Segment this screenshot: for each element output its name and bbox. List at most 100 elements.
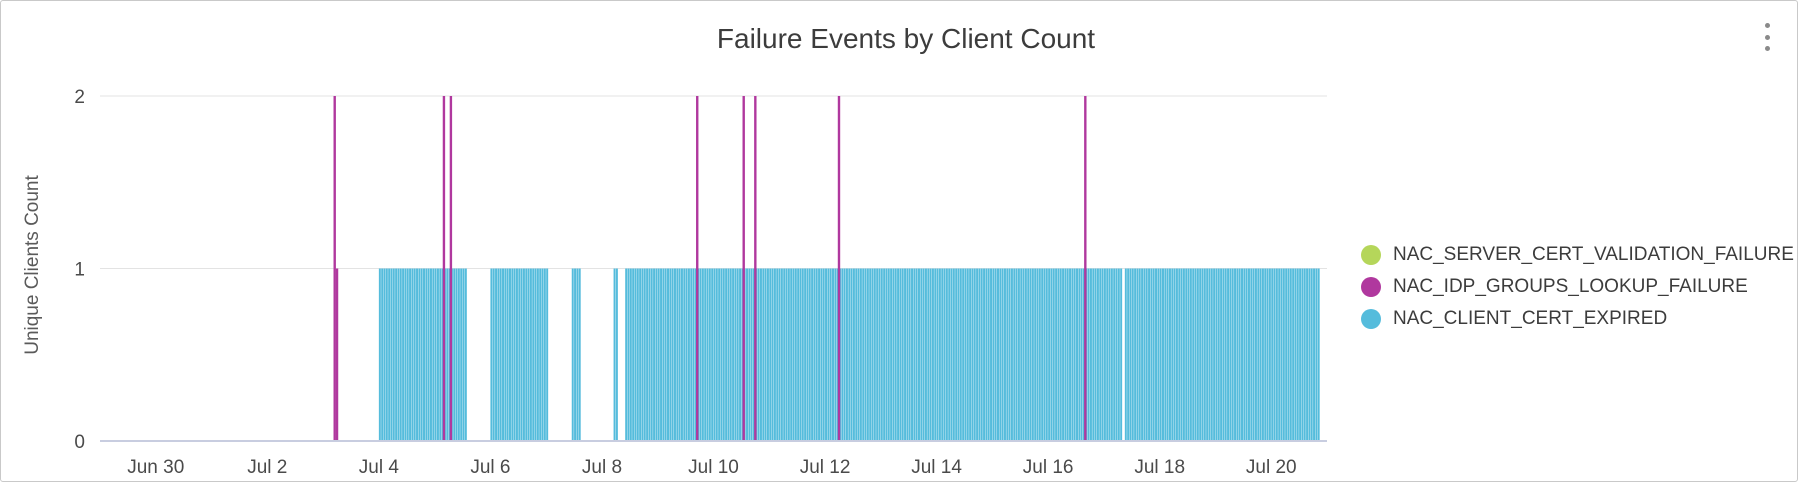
series-idp-groups-lookup-failure	[333, 96, 1087, 441]
bar-client-cert-expired	[522, 268, 525, 441]
bar-client-cert-expired	[1182, 268, 1185, 441]
bar-client-cert-expired	[785, 268, 788, 441]
bar-client-cert-expired	[676, 268, 679, 441]
bar-client-cert-expired	[1131, 268, 1134, 441]
bar-client-cert-expired	[1241, 268, 1243, 441]
bar-client-cert-expired	[490, 268, 493, 441]
bar-client-cert-expired	[671, 268, 674, 441]
bar-client-cert-expired	[962, 268, 965, 441]
bar-client-cert-expired	[406, 268, 409, 441]
bar-client-cert-expired	[685, 268, 688, 441]
bar-client-cert-expired	[1245, 268, 1248, 441]
bar-client-cert-expired	[1308, 268, 1311, 441]
bar-client-cert-expired	[1082, 268, 1085, 441]
legend-item-idp-groups-lookup-failure[interactable]: NAC_IDP_GROUPS_LOOKUP_FAILURE	[1361, 271, 1794, 303]
bar-client-cert-expired	[783, 268, 786, 441]
bar-client-cert-expired	[862, 268, 865, 441]
bar-idp-groups-lookup-failure	[837, 96, 841, 441]
bar-idp-groups-lookup-failure	[1084, 96, 1087, 441]
bar-client-cert-expired	[1017, 268, 1020, 441]
bar-client-cert-expired	[813, 268, 816, 441]
bar-client-cert-expired	[938, 268, 941, 441]
bar-client-cert-expired	[1278, 268, 1281, 441]
bar-client-cert-expired	[648, 268, 651, 441]
bar-client-cert-expired	[1268, 268, 1271, 441]
bar-client-cert-expired	[1076, 268, 1078, 441]
bar-client-cert-expired	[1201, 268, 1204, 441]
bar-client-cert-expired	[778, 268, 781, 441]
bar-client-cert-expired	[1303, 268, 1306, 441]
bar-client-cert-expired	[1155, 268, 1158, 441]
bar-client-cert-expired	[811, 268, 814, 441]
bar-client-cert-expired	[822, 268, 825, 441]
legend-item-server-cert-validation-failure[interactable]: NAC_SERVER_CERT_VALIDATION_FAILURE	[1361, 239, 1794, 271]
bar-idp-groups-lookup-failure	[742, 96, 745, 441]
bar-client-cert-expired	[534, 268, 537, 441]
bar-client-cert-expired	[792, 268, 795, 441]
bar-client-cert-expired	[952, 268, 955, 441]
axes: 0 1 2 Jun 30 Jul 2 Jul 4 Jul 6 Jul 8 Jul 10 Jul 1…	[74, 87, 1327, 478]
bar-client-cert-expired	[1250, 268, 1253, 441]
bar-client-cert-expired	[653, 268, 656, 441]
bar-client-cert-expired	[987, 268, 990, 441]
bar-client-cert-expired	[1115, 268, 1118, 441]
bar-client-cert-expired	[957, 268, 960, 441]
bar-client-cert-expired	[729, 268, 732, 441]
bar-client-cert-expired	[964, 268, 967, 441]
bar-client-cert-expired	[859, 268, 862, 441]
bar-client-cert-expired	[1310, 268, 1313, 441]
bar-client-cert-expired	[897, 268, 900, 441]
bar-client-cert-expired	[392, 268, 395, 441]
bar-client-cert-expired	[1024, 268, 1027, 441]
bar-client-cert-expired	[692, 268, 695, 441]
bar-client-cert-expired	[955, 268, 958, 441]
legend-item-client-cert-expired[interactable]: NAC_CLIENT_CERT_EXPIRED	[1361, 303, 1794, 335]
bar-idp-groups-lookup-failure	[696, 96, 699, 441]
bar-client-cert-expired	[1048, 268, 1051, 441]
bar-client-cert-expired	[1294, 268, 1297, 441]
y-tick-label: 0	[74, 432, 85, 453]
bar-client-cert-expired	[660, 268, 663, 441]
bar-client-cert-expired	[764, 268, 767, 441]
bar-client-cert-expired	[448, 268, 451, 441]
bar-client-cert-expired	[848, 268, 851, 441]
legend-label: NAC_IDP_GROUPS_LOOKUP_FAILURE	[1393, 276, 1748, 297]
bar-client-cert-expired	[1164, 268, 1167, 441]
x-tick-label: Jul 8	[582, 457, 622, 478]
bar-client-cert-expired	[1041, 268, 1044, 441]
bar-client-cert-expired	[801, 268, 804, 441]
bar-client-cert-expired	[520, 268, 523, 441]
bar-client-cert-expired	[690, 268, 693, 441]
bar-client-cert-expired	[869, 268, 872, 441]
bar-client-cert-expired	[976, 268, 979, 441]
bar-client-cert-expired	[1003, 268, 1006, 441]
x-tick-label: Jun 30	[127, 457, 184, 478]
x-tick-label: Jul 6	[470, 457, 510, 478]
bar-client-cert-expired	[948, 268, 951, 441]
x-tick-label: Jul 20	[1246, 457, 1297, 478]
bar-client-cert-expired	[713, 268, 716, 441]
bar-client-cert-expired	[1117, 268, 1120, 441]
legend-label: NAC_SERVER_CERT_VALIDATION_FAILURE	[1393, 244, 1794, 265]
bar-client-cert-expired	[1031, 268, 1034, 441]
bar-client-cert-expired	[1124, 268, 1127, 441]
bar-client-cert-expired	[1275, 268, 1278, 441]
bar-client-cert-expired	[704, 268, 707, 441]
bar-client-cert-expired	[711, 268, 714, 441]
bar-client-cert-expired	[1055, 268, 1058, 441]
bar-client-cert-expired	[1010, 268, 1013, 441]
bar-client-cert-expired	[780, 268, 783, 441]
bar-client-cert-expired	[1261, 268, 1264, 441]
bar-client-cert-expired	[1152, 268, 1155, 441]
bar-client-cert-expired	[518, 268, 521, 441]
more-options-icon[interactable]	[1757, 23, 1777, 51]
bar-client-cert-expired	[1043, 268, 1046, 441]
bar-client-cert-expired	[892, 268, 895, 441]
bar-client-cert-expired	[911, 268, 914, 441]
bar-client-cert-expired	[736, 268, 739, 441]
bar-client-cert-expired	[706, 268, 709, 441]
bar-client-cert-expired	[506, 268, 509, 441]
bar-client-cert-expired	[845, 268, 848, 441]
bar-client-cert-expired	[1006, 268, 1009, 441]
bar-client-cert-expired	[725, 268, 728, 441]
